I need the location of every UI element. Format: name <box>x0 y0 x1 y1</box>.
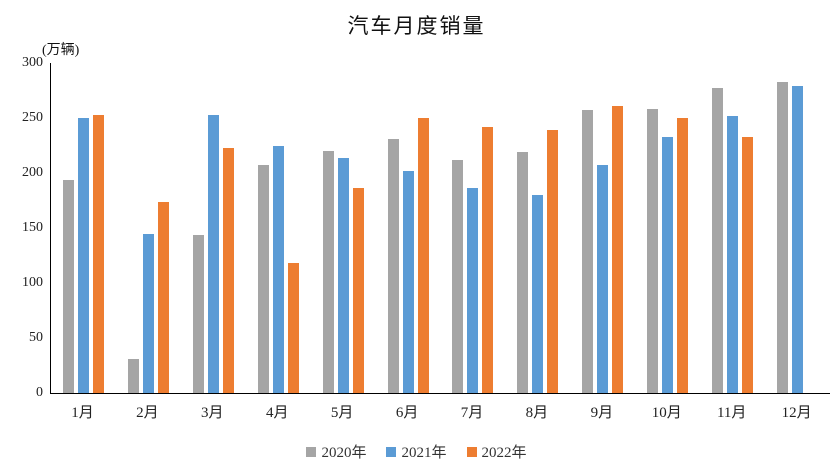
bar-2022年-6月 <box>417 118 429 393</box>
legend-item-2022年: 2022年 <box>466 441 527 462</box>
bar-2020年-2月 <box>127 358 139 393</box>
chart-title: 汽车月度销量 <box>347 14 486 38</box>
bar-2022年-11月 <box>742 136 754 393</box>
legend-swatch-2020年 <box>306 446 317 457</box>
y-axis-unit-label: (万辆) <box>42 43 80 58</box>
bar-groups <box>51 63 830 393</box>
bar-2021年-11月 <box>727 115 739 393</box>
bar-2021年-12月 <box>792 86 804 393</box>
bar-2020年-1月 <box>62 179 74 393</box>
y-tick-label-150: 150 <box>22 220 43 235</box>
bar-2021年-5月 <box>337 157 349 393</box>
bar-2020年-12月 <box>777 81 789 393</box>
legend-label: 2021年 <box>401 445 447 461</box>
bar-2022年-5月 <box>352 188 364 393</box>
bar-2020年-4月 <box>257 165 269 393</box>
x-tick-label-12月: 12月 <box>781 405 812 421</box>
bar-2021年-4月 <box>272 145 284 393</box>
bar-group-12月 <box>765 63 830 393</box>
plot-area <box>50 63 830 394</box>
bar-2021年-2月 <box>142 233 154 393</box>
bar-2020年-6月 <box>387 138 399 393</box>
legend-label: 2020年 <box>321 445 367 461</box>
y-tick-label-200: 200 <box>22 165 43 180</box>
legend: 2020年 2021年 2022年 <box>0 441 833 462</box>
x-tick-label-3月: 3月 <box>201 405 224 421</box>
bar-2021年-8月 <box>532 195 544 393</box>
bar-2022年-10月 <box>677 118 689 393</box>
bar-2020年-3月 <box>192 234 204 393</box>
y-tick-label-0: 0 <box>36 385 43 400</box>
bar-2022年-4月 <box>287 263 299 393</box>
bar-group-3月 <box>181 63 246 393</box>
bar-group-9月 <box>570 63 635 393</box>
x-tick-label-10月: 10月 <box>651 405 682 421</box>
x-tick-label-7月: 7月 <box>460 405 484 421</box>
bar-2022年-3月 <box>222 147 234 393</box>
bar-group-6月 <box>376 63 441 393</box>
x-tick-label-1月: 1月 <box>71 405 94 421</box>
x-tick-label-11月: 11月 <box>716 405 747 421</box>
bar-2022年-7月 <box>482 126 494 393</box>
bar-2022年-8月 <box>547 130 559 393</box>
bar-2020年-11月 <box>712 88 724 393</box>
x-tick-label-8月: 8月 <box>525 405 549 421</box>
y-tick-label-300: 300 <box>22 55 43 70</box>
legend-item-2021年: 2021年 <box>386 441 447 462</box>
bar-2020年-5月 <box>322 151 334 393</box>
x-tick-label-5月: 5月 <box>330 405 354 421</box>
x-tick-label-2月: 2月 <box>136 405 159 421</box>
bar-2020年-7月 <box>452 159 464 393</box>
bar-2022年-2月 <box>157 201 169 393</box>
bar-group-1月 <box>51 63 116 393</box>
bar-group-2月 <box>116 63 181 393</box>
bar-group-4月 <box>246 63 311 393</box>
y-tick-label-250: 250 <box>22 110 43 125</box>
legend-label: 2022年 <box>481 445 527 461</box>
bar-2022年-9月 <box>612 105 624 393</box>
x-tick-label-6月: 6月 <box>395 405 419 421</box>
bar-2022年-1月 <box>92 114 104 393</box>
legend-item-2020年: 2020年 <box>306 441 366 462</box>
x-tick-label-9月: 9月 <box>590 405 614 421</box>
bar-2021年-9月 <box>597 165 609 393</box>
bar-2021年-10月 <box>662 136 674 393</box>
bar-group-10月 <box>635 63 700 393</box>
bar-2021年-7月 <box>467 188 479 393</box>
bar-group-5月 <box>311 63 376 393</box>
bar-2020年-8月 <box>517 152 529 393</box>
bar-2021年-6月 <box>402 170 414 393</box>
y-tick-label-100: 100 <box>22 275 43 290</box>
bar-group-8月 <box>505 63 570 393</box>
x-axis-labels: 1月 2月 3月 4月 5月 6月 7月 8月 9月 10月 11月 12月 <box>50 401 829 422</box>
bar-2020年-10月 <box>647 109 659 393</box>
legend-swatch-2021年 <box>386 446 397 457</box>
bar-group-7月 <box>441 63 506 393</box>
bar-2021年-3月 <box>207 114 219 393</box>
bar-group-11月 <box>700 63 765 393</box>
bar-2020年-9月 <box>582 110 594 393</box>
y-tick-label-50: 50 <box>29 330 43 345</box>
legend-swatch-2022年 <box>466 446 477 457</box>
bar-2021年-1月 <box>77 118 89 393</box>
x-tick-label-4月: 4月 <box>265 405 289 421</box>
